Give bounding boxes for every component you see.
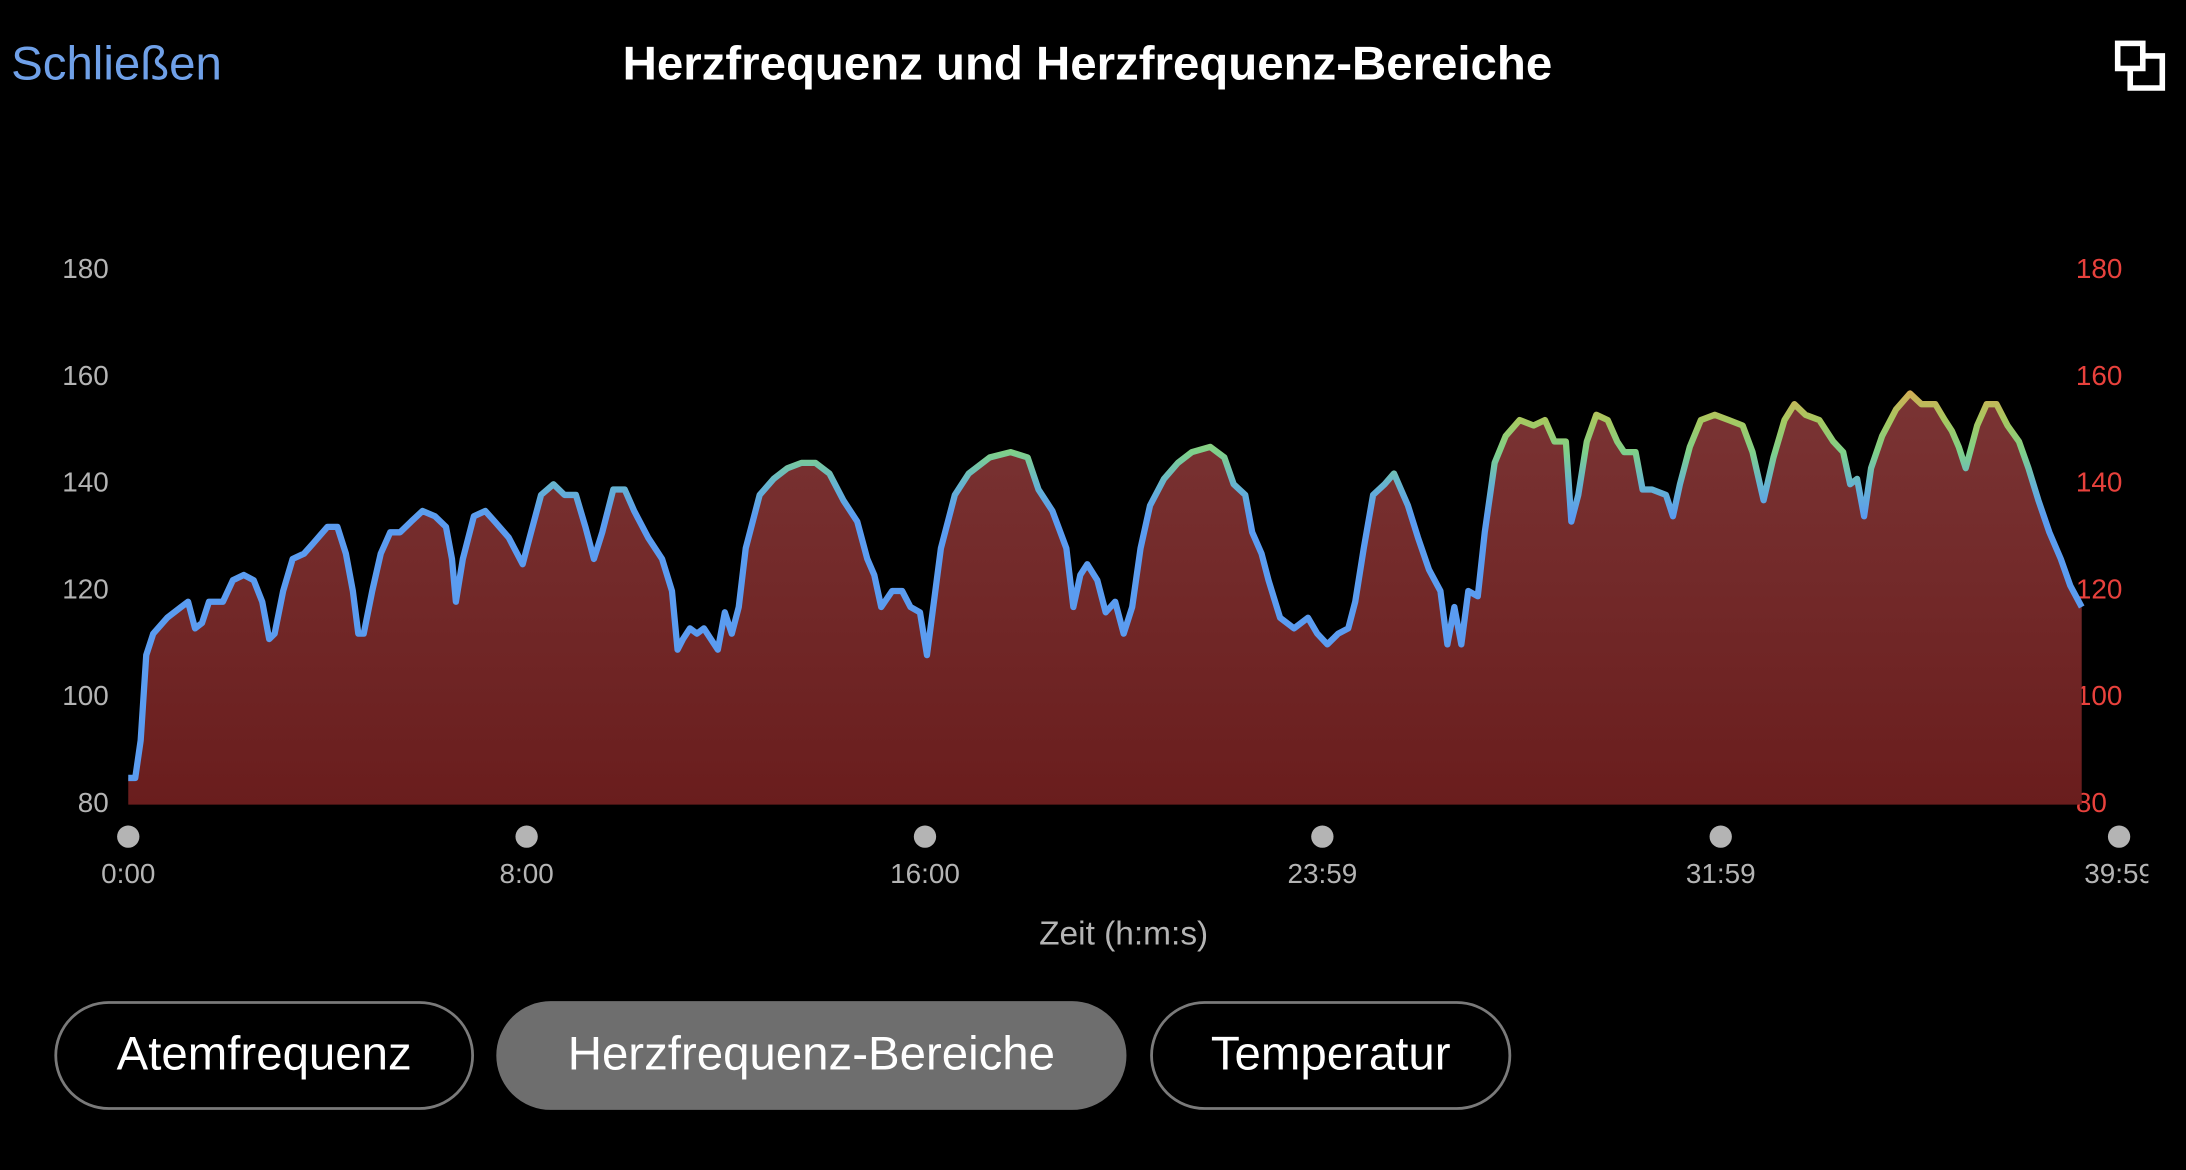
y-tick-label: 160	[62, 360, 109, 391]
x-tick-dot	[2107, 825, 2131, 848]
area-fill	[128, 393, 2082, 805]
y2-tick-label: 160	[2076, 360, 2123, 391]
x-tick-label: 31:59	[1686, 858, 1756, 889]
tab-button-label[interactable]: Temperatur	[1211, 1027, 1451, 1080]
y-tick-label: 100	[62, 680, 109, 711]
x-tick-label: 16:00	[890, 858, 960, 889]
x-tick-label: 0:00	[101, 858, 155, 889]
x-tick-label: 39:59	[2084, 858, 2154, 889]
tab-button-label[interactable]: Herzfrequenz-Bereiche	[568, 1027, 1055, 1080]
x-tick-dot	[117, 825, 140, 848]
y-tick-label: 180	[62, 253, 109, 284]
y2-tick-label: 100	[2076, 680, 2123, 711]
y2-tick-label: 180	[2076, 253, 2123, 284]
y2-tick-label: 120	[2076, 573, 2123, 604]
close-link[interactable]: Schließen	[11, 38, 222, 91]
y-tick-label: 80	[78, 787, 109, 818]
y-tick-label: 140	[62, 467, 109, 498]
page-title: Herzfrequenz und Herzfrequenz-Bereiche	[623, 38, 1553, 91]
tab-button[interactable]	[1150, 1001, 1512, 1110]
x-tick-dot	[1709, 825, 1732, 848]
expand-icon[interactable]	[2114, 40, 2166, 91]
x-tick-dot	[1311, 825, 1334, 848]
x-tick-dot	[515, 825, 538, 848]
tab-button-label[interactable]: Atemfrequenz	[117, 1027, 412, 1080]
tab-button[interactable]	[496, 1001, 1127, 1110]
x-tick-label: 8:00	[499, 858, 553, 889]
x-tick-dot	[913, 825, 937, 848]
y-tick-label: 120	[62, 573, 109, 604]
heart-rate-line	[128, 390, 2085, 782]
x-axis-label: Zeit (h:m:s)	[1039, 915, 1208, 952]
y2-tick-label: 140	[2076, 467, 2123, 498]
button-bar: Atemfrequenz Herzfrequenz-Bereiche Tempera…	[54, 1001, 1512, 1110]
tab-button[interactable]	[54, 1001, 475, 1110]
x-tick-label: 23:59	[1287, 858, 1357, 889]
